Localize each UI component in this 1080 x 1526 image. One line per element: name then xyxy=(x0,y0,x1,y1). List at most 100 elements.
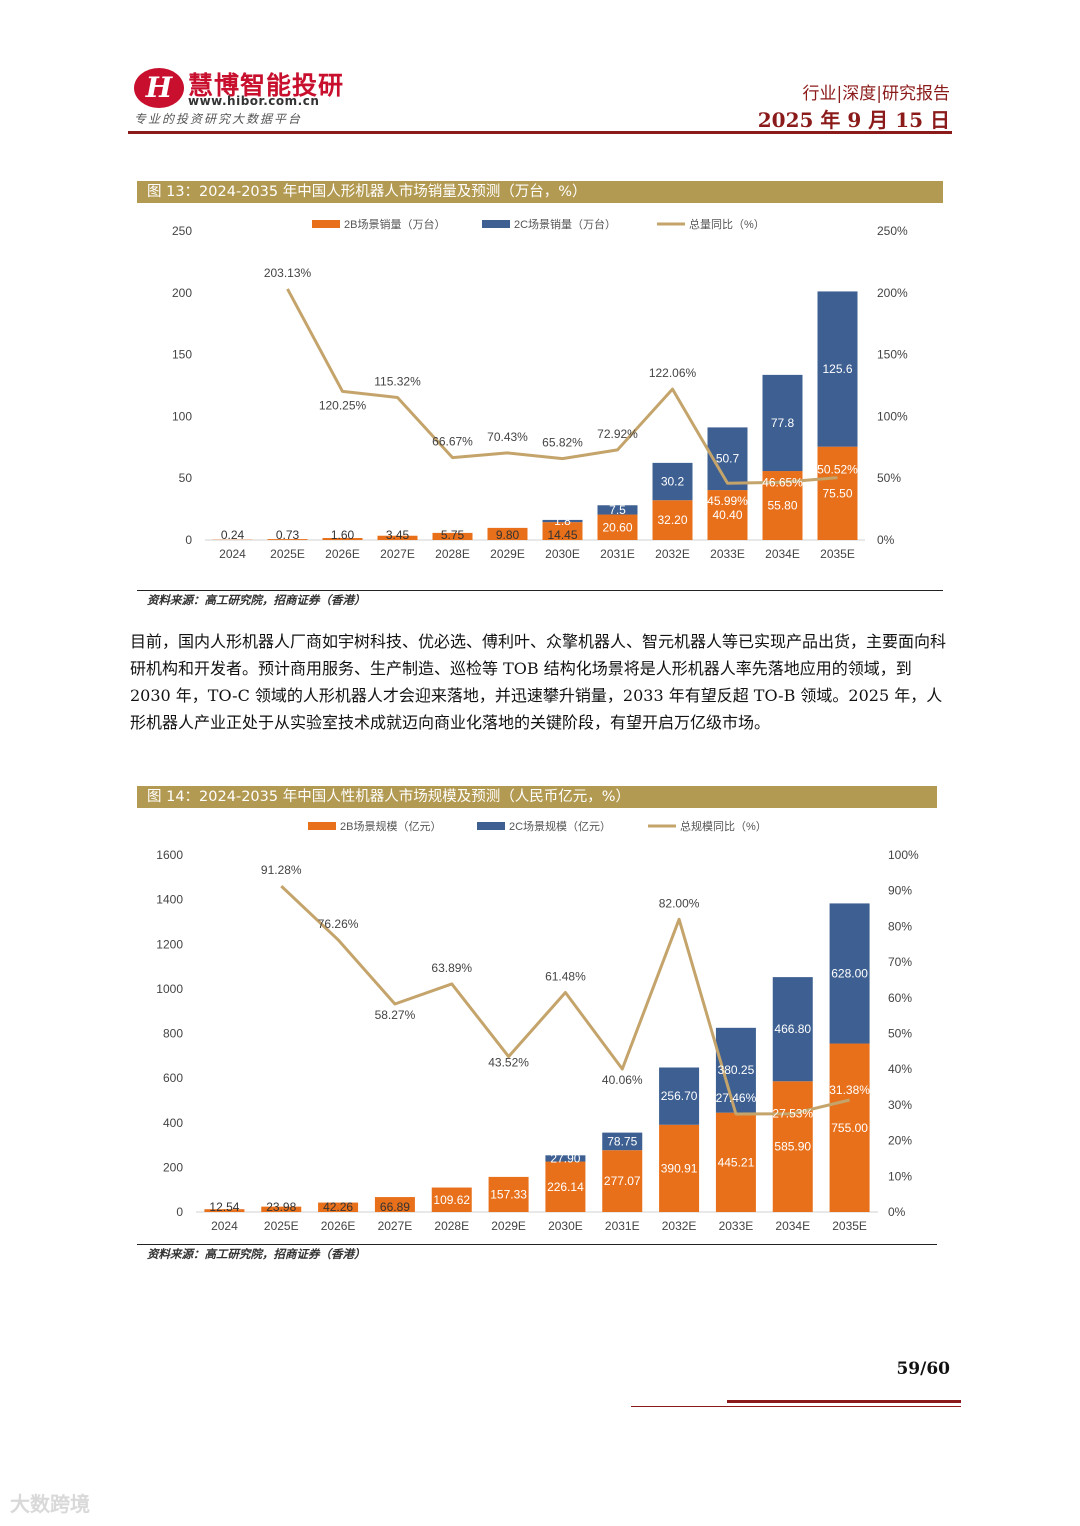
bar-2c-label: 77.8 xyxy=(771,416,795,430)
watermark: 大数跨境 xyxy=(10,1492,90,1516)
bar-2b xyxy=(267,539,308,540)
line-label: 66.67% xyxy=(432,435,473,449)
x-tick-label: 2027E xyxy=(380,547,415,561)
bar-2c-label: 78.75 xyxy=(607,1134,637,1148)
bar-2b-label: 5.75 xyxy=(441,528,465,542)
header-divider xyxy=(128,131,952,134)
bar-2b-label: 9.80 xyxy=(496,528,520,542)
x-tick-label: 2034E xyxy=(765,547,800,561)
y2-tick-label: 10% xyxy=(888,1169,912,1183)
y-tick-label: 200 xyxy=(163,1160,183,1174)
line-label: 91.28% xyxy=(261,863,302,877)
bar-2b xyxy=(204,1209,245,1212)
bar-2b xyxy=(487,527,528,540)
x-tick-label: 2024 xyxy=(219,547,246,561)
bar-2b xyxy=(318,1202,359,1212)
line-label: 27.46% xyxy=(716,1091,757,1105)
bar-2b-label: 3.45 xyxy=(386,528,410,542)
bar-2c-label: 125.6 xyxy=(822,362,852,376)
line-label: 63.89% xyxy=(431,961,472,975)
x-tick-label: 2027E xyxy=(378,1219,413,1233)
footer-rule-thick xyxy=(727,1400,961,1403)
x-tick-label: 2029E xyxy=(490,547,525,561)
y-tick-label: 0 xyxy=(185,533,192,547)
y-tick-label: 100 xyxy=(172,409,192,423)
line-label: 120.25% xyxy=(319,398,367,412)
bar-2b-label: 55.80 xyxy=(767,499,797,513)
x-tick-label: 2029E xyxy=(491,1219,526,1233)
report-date: 2025 年 9 月 15 日 xyxy=(757,108,950,132)
line-label: 115.32% xyxy=(374,374,421,388)
y2-tick-label: 0% xyxy=(877,533,895,547)
x-tick-label: 2035E xyxy=(820,547,855,561)
y2-tick-label: 0% xyxy=(888,1205,906,1219)
bar-2c-label: 30.2 xyxy=(661,475,685,489)
bar-2b-label: 277.07 xyxy=(604,1174,641,1188)
figure-14-title: 图 14：2024-2035 年中国人性机器人市场规模及预测（人民币亿元，%） xyxy=(137,786,937,808)
bar-2c xyxy=(597,505,638,515)
y-tick-label: 1000 xyxy=(156,982,183,996)
line-label: 45.99% xyxy=(707,494,748,508)
bar-2b xyxy=(431,1187,472,1212)
bar-2b xyxy=(377,535,418,540)
y2-tick-label: 30% xyxy=(888,1098,912,1112)
bar-2b-label: 755.00 xyxy=(831,1121,868,1135)
bar-2c-label: 466.80 xyxy=(774,1022,811,1036)
legend-label-3: 总规模同比（%） xyxy=(680,819,767,833)
bar-2b-label: 0.73 xyxy=(276,528,300,542)
bar-2c-label: 27.90 xyxy=(550,1151,580,1165)
x-tick-label: 2033E xyxy=(719,1219,754,1233)
line-label: 31.38% xyxy=(829,1083,870,1097)
bar-2c-label: 1.8 xyxy=(554,514,571,528)
line-label: 70.43% xyxy=(487,430,528,444)
x-tick-label: 2031E xyxy=(600,547,635,561)
y2-tick-label: 50% xyxy=(888,1027,912,1041)
bar-2c-label: 380.25 xyxy=(718,1063,755,1077)
y2-tick-label: 70% xyxy=(888,955,912,969)
bar-2b xyxy=(829,1043,870,1212)
x-tick-label: 2026E xyxy=(325,547,360,561)
bar-2c xyxy=(829,903,870,1044)
y-tick-label: 250 xyxy=(172,224,192,238)
footer-rule-thin xyxy=(631,1406,961,1407)
bar-2c xyxy=(772,977,813,1082)
y2-tick-label: 80% xyxy=(888,919,912,933)
y2-tick-label: 200% xyxy=(877,286,908,300)
logo-circle xyxy=(134,68,184,108)
line-label: 58.27% xyxy=(375,1008,416,1022)
y2-tick-label: 100% xyxy=(888,848,919,862)
x-tick-label: 2031E xyxy=(605,1219,640,1233)
figure-13-chart: 2B场景销量（万台） 2C场景销量（万台） 总量同比（%） 0 50 100 150 200 2… xyxy=(172,217,908,561)
x-tick-label: 2030E xyxy=(548,1219,583,1233)
legend-label-1: 2B场景规模（亿元） xyxy=(340,819,441,833)
logo-mark: H xyxy=(145,71,173,104)
bar-2b xyxy=(659,1124,700,1212)
bar-2b-label: 42.26 xyxy=(323,1200,353,1214)
bar-2b-label: 23.98 xyxy=(266,1200,296,1214)
figure-14-source: 资料来源：高工研究院，招商证券（香港） xyxy=(147,1247,366,1261)
body-paragraph: 目前，国内人形机器人厂商如宇树科技、优必选、傅利叶、众擎机器人、智元机器人等已实… xyxy=(130,632,947,732)
legend-label-2: 2C场景销量（万台） xyxy=(514,217,616,231)
report-category: 行业|深度|研究报告 xyxy=(802,84,950,104)
bar-2c-label: 256.70 xyxy=(661,1089,698,1103)
y2-tick-label: 100% xyxy=(877,409,908,423)
bar-2b-label: 226.14 xyxy=(547,1180,584,1194)
figure-13-title: 图 13：2024-2035 年中国人形机器人市场销量及预测（万台，%） xyxy=(137,181,943,203)
y-tick-label: 600 xyxy=(163,1071,183,1085)
logo-url[interactable]: www.hibor.com.cn xyxy=(188,94,320,108)
line-label: 82.00% xyxy=(659,896,700,910)
x-tick-label: 2025E xyxy=(264,1219,299,1233)
line-label: 50.52% xyxy=(817,463,858,477)
bar-2b-label: 0.24 xyxy=(221,528,245,542)
line-label: 61.48% xyxy=(545,970,586,984)
x-tick-label: 2028E xyxy=(435,547,470,561)
growth-line xyxy=(280,885,850,1116)
bar-2b xyxy=(545,1161,586,1212)
bar-2c-label: 7.5 xyxy=(609,503,626,517)
bar-2b-label: 32.20 xyxy=(657,513,687,527)
bar-2c xyxy=(762,374,803,472)
x-tick-label: 2032E xyxy=(662,1219,697,1233)
bar-2b xyxy=(715,1112,756,1212)
figure-13-divider xyxy=(137,590,943,591)
legend-swatch-2 xyxy=(482,220,510,228)
